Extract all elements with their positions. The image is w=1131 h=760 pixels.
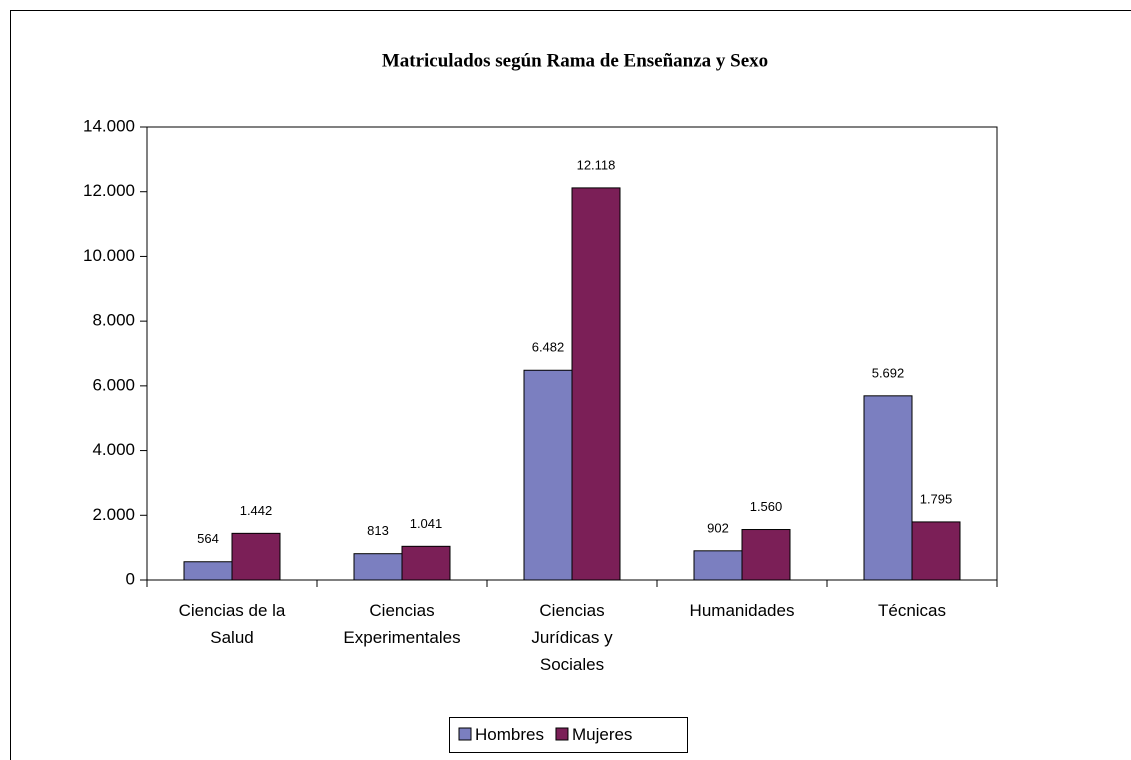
x-tick-label: Ciencias de la Salud (178, 601, 286, 647)
value-label: 1.442 (240, 503, 273, 518)
bar (523, 369, 573, 581)
y-tick-label: 10.000 (83, 246, 135, 265)
value-label: 813 (367, 523, 389, 538)
y-tick-label: 0 (126, 569, 135, 588)
legend-swatch (555, 727, 569, 741)
bar (231, 532, 281, 581)
x-tick-label: Humanidades (689, 601, 795, 620)
value-label: 5.692 (872, 365, 905, 380)
bar (401, 545, 451, 581)
legend-label: Mujeres (572, 725, 632, 744)
bar (911, 521, 961, 581)
x-tick-label: Técnicas (877, 601, 947, 620)
bar (863, 395, 913, 581)
value-label: 902 (707, 520, 729, 535)
bar (741, 529, 791, 581)
y-tick-label: 2.000 (92, 505, 135, 524)
bar (693, 550, 743, 581)
chart-frame (10, 10, 1131, 760)
legend-box (449, 717, 688, 753)
y-tick-label: 6.000 (92, 375, 135, 394)
y-tick-label: 4.000 (92, 440, 135, 459)
x-tick-label: Ciencias Experimentales (343, 601, 461, 647)
value-label: 1.041 (410, 516, 443, 531)
value-label: 1.795 (920, 491, 953, 506)
y-tick-label: 8.000 (92, 311, 135, 330)
bar (353, 553, 403, 581)
y-tick-label: 14.000 (83, 116, 135, 135)
legend-swatch (458, 727, 472, 741)
y-tick-label: 12.000 (83, 181, 135, 200)
value-label: 1.560 (750, 499, 783, 514)
bar (571, 187, 621, 581)
value-label: 6.482 (532, 340, 565, 355)
legend-label: Hombres (475, 725, 544, 744)
value-label: 12.118 (577, 157, 616, 172)
bar (183, 561, 233, 581)
chart-title: Matriculados según Rama de Enseñanza y S… (382, 50, 768, 71)
value-label: 564 (197, 531, 219, 546)
x-tick-label: Ciencias Jurídicas y Sociales (531, 601, 613, 674)
